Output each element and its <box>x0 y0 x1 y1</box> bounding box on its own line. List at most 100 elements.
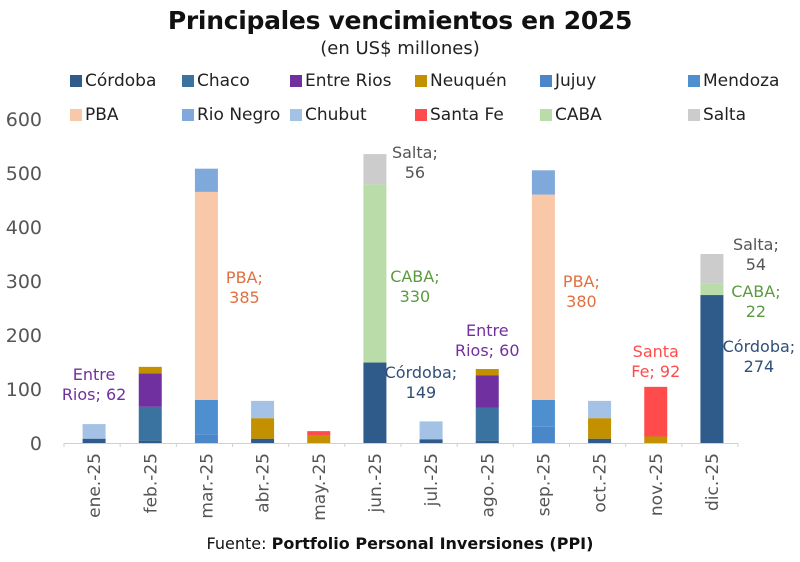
bar-segment-cordoba-ago-25 <box>475 440 499 443</box>
legend-label: Chubut <box>305 105 367 125</box>
legend-label: Salta <box>703 105 747 125</box>
data-label-salta-dic-25: 54 <box>746 255 766 274</box>
legend-swatch <box>540 75 552 87</box>
legend-label: Chaco <box>197 71 250 91</box>
bar-segment-caba-jun-25 <box>363 184 387 363</box>
y-tick-label: 400 <box>6 217 42 239</box>
data-label-caba-dic-25: 22 <box>746 302 766 321</box>
data-label-salta-jun-25: Salta; <box>392 143 438 162</box>
legend-swatch <box>688 75 700 87</box>
legend-label: CABA <box>555 105 602 125</box>
data-label-pba-sep-25: PBA; <box>563 272 600 291</box>
data-label-santa-fe-nov-25: Fe; 92 <box>631 362 680 381</box>
x-tick-label: sep.-25 <box>534 453 554 516</box>
x-tick-label: ene.-25 <box>85 453 105 518</box>
legend-item-rio-negro: Rio Negro <box>182 105 280 125</box>
bar-segment-cordoba-oct-25 <box>588 438 612 443</box>
bar-segment-chubut-jul-25 <box>419 421 443 440</box>
legend-label: Jujuy <box>555 71 597 91</box>
bar-segment-mendoza-sep-25 <box>531 399 555 427</box>
source-name: Portfolio Personal Inversiones (PPI) <box>271 534 594 553</box>
bar-segment-santa-fe-may-25 <box>307 431 331 436</box>
data-label-cordoba-dic-25: 274 <box>744 357 775 376</box>
data-label-entre-rios-ago-25: Entre <box>466 321 509 340</box>
bar-segment-rio-negro-mar-25 <box>194 168 218 192</box>
bar-segment-santa-fe-nov-25 <box>644 386 668 437</box>
legend-row: PBA Rio Negro Chubut Santa Fe CABA Salta <box>70 98 800 132</box>
data-label-cordoba-jun-25: Córdoba; <box>385 363 458 382</box>
bar-segment-neuquen-abr-25 <box>251 418 275 439</box>
x-tick-label: nov.-25 <box>647 453 667 516</box>
data-label-santa-fe-nov-25: Santa <box>633 342 679 361</box>
x-tick-label: ago.-25 <box>478 453 498 517</box>
legend-item-salta: Salta <box>688 105 746 125</box>
legend-swatch <box>415 75 427 87</box>
source-note: Fuente: Portfolio Personal Inversiones (… <box>0 534 800 553</box>
bar-segment-salta-dic-25 <box>700 254 724 284</box>
bar-segment-jujuy-mar-25 <box>194 434 218 443</box>
data-label-pba-sep-25: 380 <box>566 292 597 311</box>
y-tick-label: 600 <box>6 109 42 131</box>
bar-segment-jujuy-sep-25 <box>531 426 555 443</box>
legend: Córdoba Chaco Entre Rios Neuquén Jujuy Mendoz… <box>70 64 800 132</box>
x-tick-label: abr.-25 <box>254 453 274 513</box>
data-label-salta-jun-25: 56 <box>405 163 425 182</box>
legend-swatch <box>182 109 194 121</box>
legend-item-chubut: Chubut <box>290 105 367 125</box>
data-label-entre-rios-ago-25: Rios; 60 <box>455 341 520 360</box>
bar-segment-entre-rios-feb-25 <box>138 373 162 407</box>
legend-item-caba: CABA <box>540 105 602 125</box>
bar-segment-cordoba-ene-25 <box>82 438 106 443</box>
data-label-entre-rios-ene-25: Entre <box>73 365 116 384</box>
bar-segment-chubut-ene-25 <box>82 424 106 439</box>
legend-item-cordoba: Córdoba <box>70 71 156 91</box>
legend-label: Córdoba <box>85 71 157 91</box>
bar-segment-neuquen-oct-25 <box>588 418 612 439</box>
bar-segment-pba-sep-25 <box>531 194 555 400</box>
bar-segment-entre-rios-ago-25 <box>475 375 499 408</box>
bar-segment-rio-negro-sep-25 <box>531 170 555 195</box>
legend-row: Córdoba Chaco Entre Rios Neuquén Jujuy Mendoz… <box>70 64 800 98</box>
legend-swatch <box>70 75 82 87</box>
legend-swatch <box>70 109 82 121</box>
data-label-cordoba-dic-25: Córdoba; <box>723 337 796 356</box>
bar-segment-neuquen-feb-25 <box>138 366 162 374</box>
legend-label: PBA <box>85 105 119 125</box>
legend-item-mendoza: Mendoza <box>688 71 779 91</box>
legend-swatch <box>688 109 700 121</box>
bar-segment-cordoba-jun-25 <box>363 362 387 443</box>
data-label-caba-dic-25: CABA; <box>731 282 780 301</box>
x-tick-label: dic.-25 <box>703 453 723 511</box>
y-tick-label: 500 <box>6 163 42 185</box>
bar-segment-chubut-abr-25 <box>251 400 275 419</box>
legend-label: Santa Fe <box>430 105 504 125</box>
chart-title: Principales vencimientos en 2025 <box>167 6 633 35</box>
bar-segment-cordoba-jul-25 <box>419 439 443 443</box>
bar-segment-pba-mar-25 <box>194 191 218 400</box>
y-tick-label: 100 <box>6 379 42 401</box>
bar-segment-caba-dic-25 <box>700 283 724 296</box>
legend-label: Rio Negro <box>197 105 281 125</box>
bar-segment-cordoba-dic-25 <box>700 295 724 443</box>
x-tick-label: jul.-25 <box>422 453 442 507</box>
legend-item-santa-fe: Santa Fe <box>415 105 504 125</box>
legend-swatch <box>182 75 194 87</box>
bar-segment-mendoza-mar-25 <box>194 399 218 435</box>
bar-segment-neuquen-ago-25 <box>475 369 499 376</box>
bar-segment-chaco-feb-25 <box>138 406 162 441</box>
bar-segment-neuquen-nov-25 <box>644 436 668 443</box>
data-label-caba-jun-25: 330 <box>400 287 431 306</box>
legend-label: Neuquén <box>430 71 507 91</box>
legend-swatch <box>290 109 302 121</box>
bar-segment-chubut-oct-25 <box>588 400 612 419</box>
y-tick-label: 300 <box>6 271 42 293</box>
bar-segment-salta-jun-25 <box>363 154 387 185</box>
chart-subtitle: (en US$ millones) <box>320 38 480 59</box>
data-label-caba-jun-25: CABA; <box>390 267 439 286</box>
y-tick-label: 200 <box>6 325 42 347</box>
legend-item-entre-rios: Entre Rios <box>290 71 391 91</box>
data-label-pba-mar-25: PBA; <box>226 268 263 287</box>
bar-segment-chaco-ago-25 <box>475 407 499 441</box>
x-tick-label: may.-25 <box>310 453 330 521</box>
